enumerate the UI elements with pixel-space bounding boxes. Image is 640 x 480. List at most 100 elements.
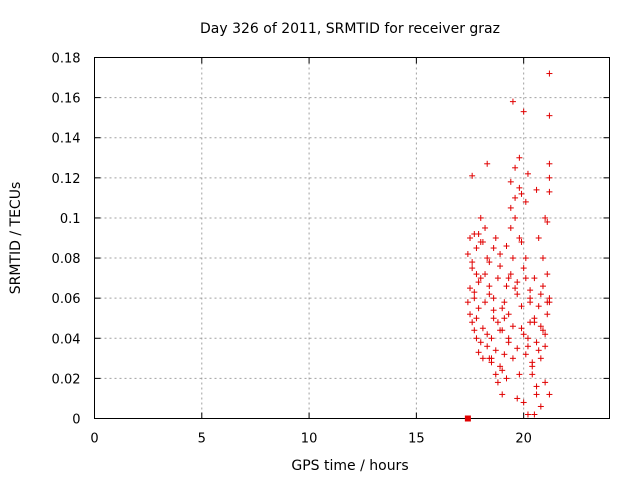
data-point (524, 411, 531, 418)
data-point (512, 285, 519, 292)
data-point (486, 355, 493, 362)
data-point (514, 279, 521, 286)
data-point (507, 224, 514, 231)
data-point (494, 379, 501, 386)
data-point (503, 375, 510, 382)
data-point (473, 271, 480, 278)
data-point (492, 347, 499, 354)
data-point (467, 285, 474, 292)
data-point (494, 275, 501, 282)
data-point (529, 371, 536, 378)
y-tick-label: 0.12 (52, 172, 81, 187)
data-point (539, 255, 546, 262)
data-point (546, 188, 553, 195)
data-point (516, 154, 523, 161)
data-point (464, 299, 471, 306)
data-point (497, 263, 504, 270)
data-point (479, 355, 486, 362)
data-point (486, 259, 493, 266)
data-point (542, 214, 549, 221)
data-point (469, 259, 476, 266)
data-point (484, 331, 491, 338)
data-point (520, 399, 527, 406)
data-point (533, 391, 540, 398)
data-point (512, 194, 519, 201)
y-tick-label: 0.14 (52, 132, 81, 147)
data-point (497, 363, 504, 370)
data-point (479, 325, 486, 332)
data-points (464, 70, 553, 422)
data-point (518, 190, 525, 197)
data-point (520, 108, 527, 115)
chart-title: Day 326 of 2011, SRMTID for receiver gra… (200, 21, 500, 37)
y-tick-label: 0.02 (52, 372, 81, 387)
data-point (469, 172, 476, 179)
data-point (542, 343, 549, 350)
data-point (477, 214, 484, 221)
data-point (537, 355, 544, 362)
data-point (477, 239, 484, 246)
data-point (509, 98, 516, 105)
data-point (467, 235, 474, 241)
data-point (490, 315, 497, 322)
data-point (490, 295, 497, 302)
data-point (518, 303, 525, 310)
data-point (475, 349, 482, 356)
data-point (490, 245, 497, 252)
data-point (499, 305, 506, 312)
data-point (535, 303, 542, 310)
y-tick-label: 0.08 (52, 252, 81, 267)
data-point (527, 319, 534, 326)
data-point (514, 345, 521, 352)
data-point (535, 235, 542, 241)
data-point (524, 343, 531, 350)
data-point (490, 307, 497, 314)
data-point (467, 311, 474, 318)
data-point (527, 287, 534, 294)
data-point (529, 363, 536, 370)
data-point (535, 347, 542, 354)
y-tick-label: 0.06 (52, 292, 81, 307)
data-point (473, 335, 480, 342)
data-point (522, 275, 529, 282)
data-point (484, 343, 491, 350)
data-point (503, 243, 510, 250)
data-point (469, 319, 476, 326)
data-point (505, 275, 512, 282)
data-point (514, 395, 521, 402)
data-point (518, 325, 525, 332)
data-point (471, 295, 478, 302)
data-point (475, 305, 482, 312)
data-point (542, 379, 549, 386)
data-point (522, 351, 529, 358)
x-tick-label: 5 (198, 432, 206, 447)
plot-frame (94, 57, 610, 419)
data-point (473, 245, 480, 252)
data-point (522, 198, 529, 205)
y-tick-label: 0 (72, 413, 80, 428)
data-point (512, 164, 519, 171)
y-tick-label: 0.16 (52, 92, 81, 107)
data-point (514, 291, 521, 298)
data-point (533, 383, 540, 390)
data-point (469, 265, 476, 272)
data-point (507, 204, 514, 211)
y-tick-label: 0.1 (60, 212, 81, 227)
x-tick-label: 10 (301, 432, 318, 447)
data-point (501, 299, 508, 306)
y-axis: 0 0.02 0.04 0.06 0.08 0.1 0.12 0.14 0.16 0.18 (52, 52, 610, 428)
data-point (501, 315, 508, 322)
data-point (546, 70, 553, 77)
data-point (488, 359, 495, 366)
data-point (482, 299, 489, 306)
data-point (546, 174, 553, 181)
data-point (512, 214, 519, 221)
data-point (537, 323, 544, 330)
data-point (527, 295, 534, 302)
data-point (475, 279, 482, 286)
data-point (503, 283, 510, 290)
y-tick-label: 0.04 (52, 332, 81, 347)
data-point (484, 160, 491, 167)
data-point (507, 178, 514, 185)
